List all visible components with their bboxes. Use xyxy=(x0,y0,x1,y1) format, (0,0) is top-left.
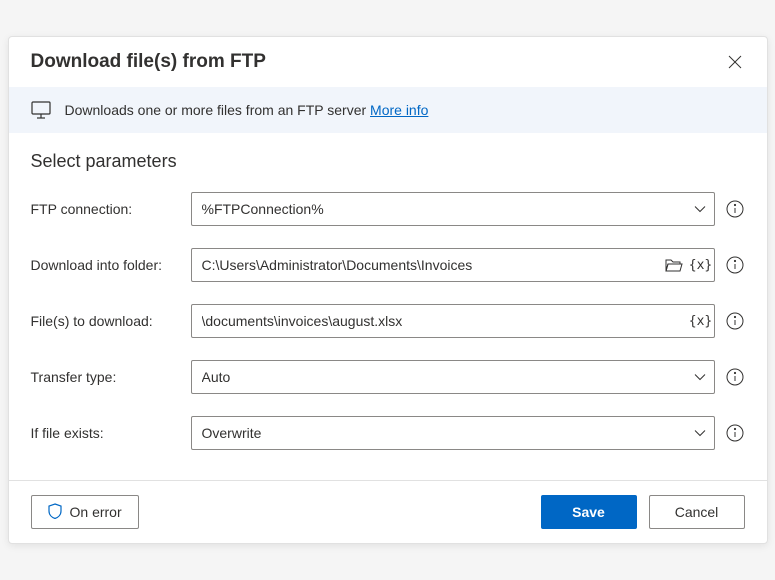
on-error-button[interactable]: On error xyxy=(31,495,139,529)
download-folder-input[interactable] xyxy=(192,249,660,281)
info-icon[interactable] xyxy=(725,367,745,387)
info-icon[interactable] xyxy=(725,423,745,443)
info-icon[interactable] xyxy=(725,255,745,275)
footer-right-buttons: Save Cancel xyxy=(541,495,745,529)
files-to-download-input-wrap: {x} xyxy=(191,304,715,338)
variable-icon[interactable]: {x} xyxy=(688,305,714,337)
dialog-body: Select parameters FTP connection: Downlo… xyxy=(9,133,767,480)
transfer-type-select[interactable] xyxy=(191,360,715,394)
if-exists-select[interactable] xyxy=(191,416,715,450)
transfer-type-input[interactable] xyxy=(192,361,686,393)
shield-icon xyxy=(48,503,62,522)
download-folder-input-wrap: {x} xyxy=(191,248,715,282)
banner-text: Downloads one or more files from an FTP … xyxy=(65,102,429,118)
download-folder-label: Download into folder: xyxy=(31,257,191,273)
save-button[interactable]: Save xyxy=(541,495,637,529)
files-to-download-input[interactable] xyxy=(192,305,688,337)
chevron-down-icon[interactable] xyxy=(686,361,714,393)
if-exists-input[interactable] xyxy=(192,417,686,449)
dialog-header: Download file(s) from FTP xyxy=(9,37,767,87)
field-transfer-type: Transfer type: xyxy=(31,360,745,394)
dialog-footer: On error Save Cancel xyxy=(9,480,767,543)
ftp-connection-select[interactable] xyxy=(191,192,715,226)
field-download-folder: Download into folder: {x} xyxy=(31,248,745,282)
ftp-connection-input[interactable] xyxy=(192,193,686,225)
info-icon[interactable] xyxy=(725,311,745,331)
folder-open-icon[interactable] xyxy=(660,249,688,281)
section-title: Select parameters xyxy=(31,151,745,172)
close-icon[interactable] xyxy=(725,52,745,72)
monitor-icon xyxy=(31,101,51,119)
banner-desc: Downloads one or more files from an FTP … xyxy=(65,102,371,118)
download-ftp-dialog: Download file(s) from FTP Downloads one … xyxy=(8,36,768,544)
if-exists-label: If file exists: xyxy=(31,425,191,441)
variable-icon[interactable]: {x} xyxy=(688,249,714,281)
info-icon[interactable] xyxy=(725,199,745,219)
save-label: Save xyxy=(572,504,605,520)
field-files-to-download: File(s) to download: {x} xyxy=(31,304,745,338)
dialog-title: Download file(s) from FTP xyxy=(31,51,266,73)
info-banner: Downloads one or more files from an FTP … xyxy=(9,87,767,133)
on-error-label: On error xyxy=(70,504,122,520)
ftp-connection-label: FTP connection: xyxy=(31,201,191,217)
chevron-down-icon[interactable] xyxy=(686,417,714,449)
files-to-download-label: File(s) to download: xyxy=(31,313,191,329)
cancel-label: Cancel xyxy=(675,504,719,520)
field-if-exists: If file exists: xyxy=(31,416,745,450)
field-ftp-connection: FTP connection: xyxy=(31,192,745,226)
cancel-button[interactable]: Cancel xyxy=(649,495,745,529)
transfer-type-label: Transfer type: xyxy=(31,369,191,385)
chevron-down-icon[interactable] xyxy=(686,193,714,225)
more-info-link[interactable]: More info xyxy=(370,102,428,118)
